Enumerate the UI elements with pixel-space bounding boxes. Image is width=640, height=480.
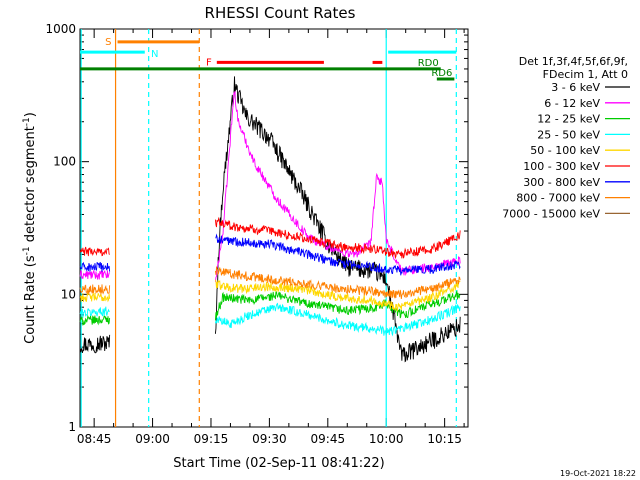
flag-label: RD0 [418,58,439,69]
series-line [79,216,461,260]
flag-label: F [206,57,212,68]
y-axis: 1 10 100 1000 [45,22,468,434]
legend-label: 3 - 6 keV [551,81,600,94]
y-tick-label: 1000 [45,22,76,36]
y-tick-label: 1 [68,420,76,434]
series-line [79,302,461,337]
date-stamp: 19-Oct-2021 18:22 [560,469,636,478]
chart-title: RHESSI Count Rates [205,4,356,22]
series-group [79,76,461,363]
x-tick-label: 10:15 [427,432,462,446]
series-line [79,76,461,363]
y-tick-label: 100 [53,155,76,169]
legend-label: 300 - 800 keV [523,176,600,189]
legend-header-line: Det 1f,3f,4f,5f,6f,9f, [519,55,628,68]
x-tick-label: 09:15 [194,432,229,446]
x-axis-label: Start Time (02-Sep-11 08:41:22) [173,456,384,471]
y-label-sup-1: -1 [22,246,32,255]
y-label-part-2: detector segment [23,126,38,246]
x-tick-label: 09:30 [252,432,287,446]
legend-label: 6 - 12 keV [544,97,600,110]
flag-label: RD6 [431,68,452,79]
series-line [79,279,461,313]
x-tick-label: 09:45 [311,432,346,446]
x-tick-label: 09:00 [135,432,170,446]
x-axis: 08:45 09:00 09:15 09:30 09:45 10:00 10:15 [77,29,465,446]
plot-frame [79,28,469,428]
legend-header-line: FDecim 1, Att 0 [543,68,628,81]
x-tick-label: 10:00 [369,432,404,446]
legend: Det 1f,3f,4f,5f,6f,9f,FDecim 1, Att 03 -… [502,55,630,220]
y-label-part-3: ) [23,112,38,117]
y-label-part-1: Count Rate (s [23,255,38,344]
series-line [79,289,461,326]
interval-lines [80,29,457,427]
legend-label: 12 - 25 keV [537,113,600,126]
legend-label: 7000 - 15000 keV [502,207,600,220]
legend-label: 25 - 50 keV [537,128,600,141]
y-tick-label: 10 [61,287,76,301]
series-line [79,265,461,299]
legend-label: 800 - 7000 keV [516,192,600,205]
y-axis-label: Count Rate (s-1 detector segment-1) [22,112,38,344]
series-line [79,233,461,276]
y-label-sup-2: -1 [22,117,32,126]
legend-label: 50 - 100 keV [530,144,600,157]
flag-label: N [151,49,158,60]
flag-label: S [105,37,111,48]
legend-label: 100 - 300 keV [523,160,600,173]
x-tick-label: 08:45 [77,432,112,446]
